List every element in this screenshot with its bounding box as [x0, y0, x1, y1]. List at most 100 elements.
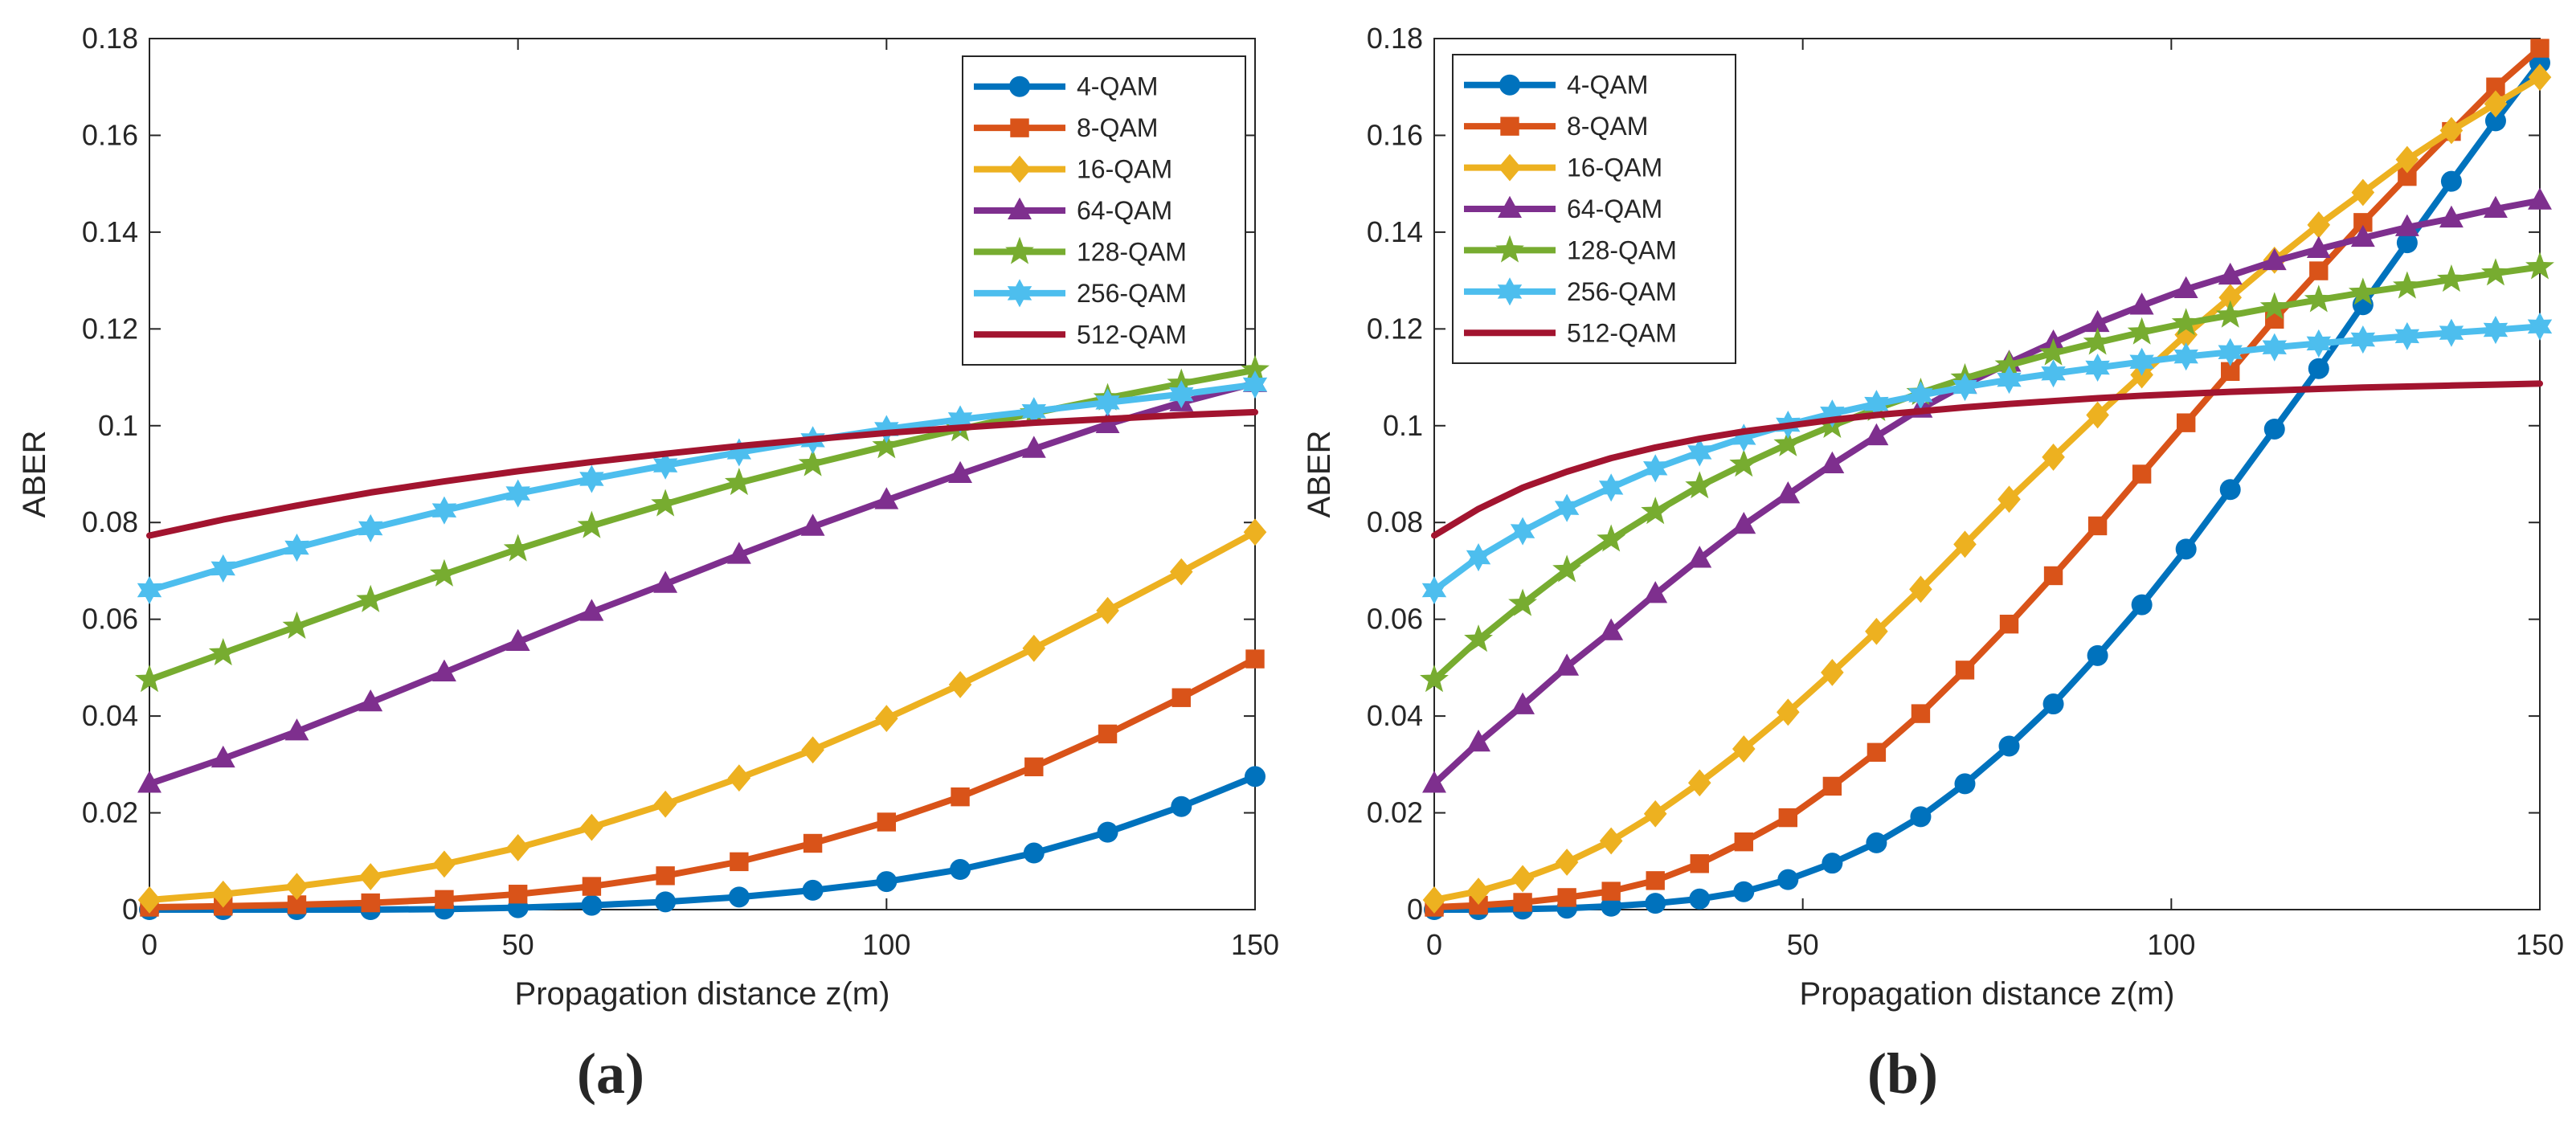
y-tick-label: 0.04: [1367, 699, 1423, 732]
point-256-qam: [2173, 342, 2198, 371]
point-64-qam: [2173, 276, 2198, 299]
point-4-qam: [1954, 773, 1976, 795]
point-64-qam: [726, 542, 751, 564]
legend-label-64-qam: 64-QAM: [1567, 194, 1662, 223]
y-tick-label: 0.02: [1367, 796, 1423, 829]
point-256-qam: [2218, 337, 2243, 366]
legend-item-64-qam: 64-QAM: [1464, 194, 1662, 223]
point-64-qam: [1599, 618, 1624, 640]
point-256-qam: [137, 575, 162, 605]
point-256-qam: [2439, 318, 2464, 347]
legend-label-256-qam: 256-QAM: [1567, 277, 1677, 306]
y-tick-label: 0.08: [82, 505, 138, 538]
legend-label-128-qam: 128-QAM: [1077, 237, 1187, 266]
legend-item-4-qam: 4-QAM: [1464, 71, 1648, 100]
point-64-qam: [2218, 262, 2243, 285]
legend: 4-QAM 8-QAM 16-QAM 64-QAM 128-QAM 256-QAM 512-…: [962, 55, 1246, 366]
point-128-qam: [2481, 258, 2510, 286]
point-128-qam: [1464, 624, 1493, 652]
point-8-qam: [1867, 742, 1887, 762]
point-128-qam: [651, 489, 681, 517]
point-256-qam: [579, 464, 604, 493]
point-16-qam: [432, 850, 456, 878]
point-16-qam: [1555, 849, 1579, 876]
x-tick-label: 0: [1426, 928, 1442, 961]
point-16-qam: [1096, 596, 1119, 624]
legend-item-16-qam: 16-QAM: [974, 155, 1172, 184]
point-8-qam: [803, 833, 823, 853]
point-8-qam: [435, 890, 454, 910]
point-256-qam: [2262, 333, 2287, 362]
point-64-qam: [2129, 292, 2154, 315]
point-256-qam: [1421, 575, 1447, 605]
point-128-qam: [503, 534, 533, 562]
point-64-qam: [1466, 729, 1490, 752]
point-8-qam: [656, 866, 675, 886]
point-4-qam: [1866, 832, 1887, 853]
y-tick-label: 0.18: [1367, 22, 1423, 55]
point-64-qam: [1511, 692, 1535, 714]
legend-item-8-qam: 8-QAM: [974, 113, 1158, 142]
line-64-qam: [146, 379, 1258, 787]
line-8-qam: [146, 656, 1258, 910]
point-64-qam: [1776, 481, 1801, 504]
point-256-qam: [284, 533, 309, 562]
point-64-qam: [1820, 451, 1845, 474]
point-8-qam: [1513, 893, 1532, 912]
point-256-qam: [1095, 388, 1120, 417]
point-4-qam: [2440, 170, 2462, 192]
point-16-qam: [1997, 485, 2021, 513]
point-8-qam: [1098, 724, 1118, 744]
point-8-qam: [1778, 808, 1798, 828]
panel-a: 0 0.02 0.04 0.06 0.08 0.1 0.12 0.14 0.16 0.18 0 50 1…: [17, 22, 1279, 1106]
point-4-qam: [876, 871, 898, 893]
point-64-qam: [2394, 214, 2419, 236]
point-256-qam: [1510, 517, 1535, 546]
x-tick-label: 50: [502, 928, 534, 961]
point-256-qam: [1554, 493, 1580, 522]
point-128-qam: [1685, 471, 1715, 499]
x-axis-label: Propagation distance z(m): [1800, 976, 2175, 1012]
x-axis-label: Propagation distance z(m): [515, 976, 890, 1012]
point-64-qam: [1687, 546, 1712, 568]
y-tick-label: 0.14: [82, 215, 138, 248]
series-16-qam: [1422, 63, 2552, 914]
point-64-qam: [1864, 423, 1889, 446]
legend-label-256-qam: 256-QAM: [1077, 279, 1187, 308]
legend-marker-16-qam: [1498, 153, 1522, 182]
point-4-qam: [728, 886, 750, 908]
point-16-qam: [653, 790, 677, 818]
point-128-qam: [282, 611, 312, 639]
point-16-qam: [1643, 800, 1667, 828]
legend-item-16-qam: 16-QAM: [1464, 153, 1662, 182]
legend-label-128-qam: 128-QAM: [1567, 235, 1677, 264]
legend-marker-8-qam: [1500, 117, 1519, 136]
point-16-qam: [1777, 698, 1800, 726]
point-64-qam: [948, 460, 973, 484]
point-256-qam: [1687, 438, 1712, 467]
panel-label-open: (: [1867, 1041, 1887, 1106]
point-128-qam: [2083, 327, 2112, 355]
series-group: [135, 354, 1270, 920]
point-4-qam: [581, 894, 603, 916]
point-256-qam: [505, 479, 530, 508]
point-64-qam: [2528, 187, 2552, 210]
point-16-qam: [1732, 735, 1756, 763]
point-256-qam: [1908, 381, 1933, 410]
point-8-qam: [1171, 688, 1191, 707]
point-128-qam: [2436, 264, 2466, 292]
panel-b: 0 0.02 0.04 0.06 0.08 0.1 0.12 0.14 0.16 0.18 0 50 1…: [1302, 22, 2564, 1106]
point-256-qam: [1643, 454, 1668, 483]
point-64-qam: [2306, 235, 2331, 259]
point-16-qam: [2086, 401, 2109, 429]
y-tick-label: 0: [122, 893, 138, 926]
point-128-qam: [2525, 252, 2554, 280]
panel-label: (a): [577, 1041, 644, 1106]
legend-item-4-qam: 4-QAM: [974, 72, 1158, 101]
point-8-qam: [877, 812, 897, 832]
point-128-qam: [2304, 284, 2333, 313]
series-16-qam: [137, 518, 1267, 914]
point-128-qam: [1241, 354, 1270, 382]
panel-label-letter: a: [596, 1041, 625, 1106]
